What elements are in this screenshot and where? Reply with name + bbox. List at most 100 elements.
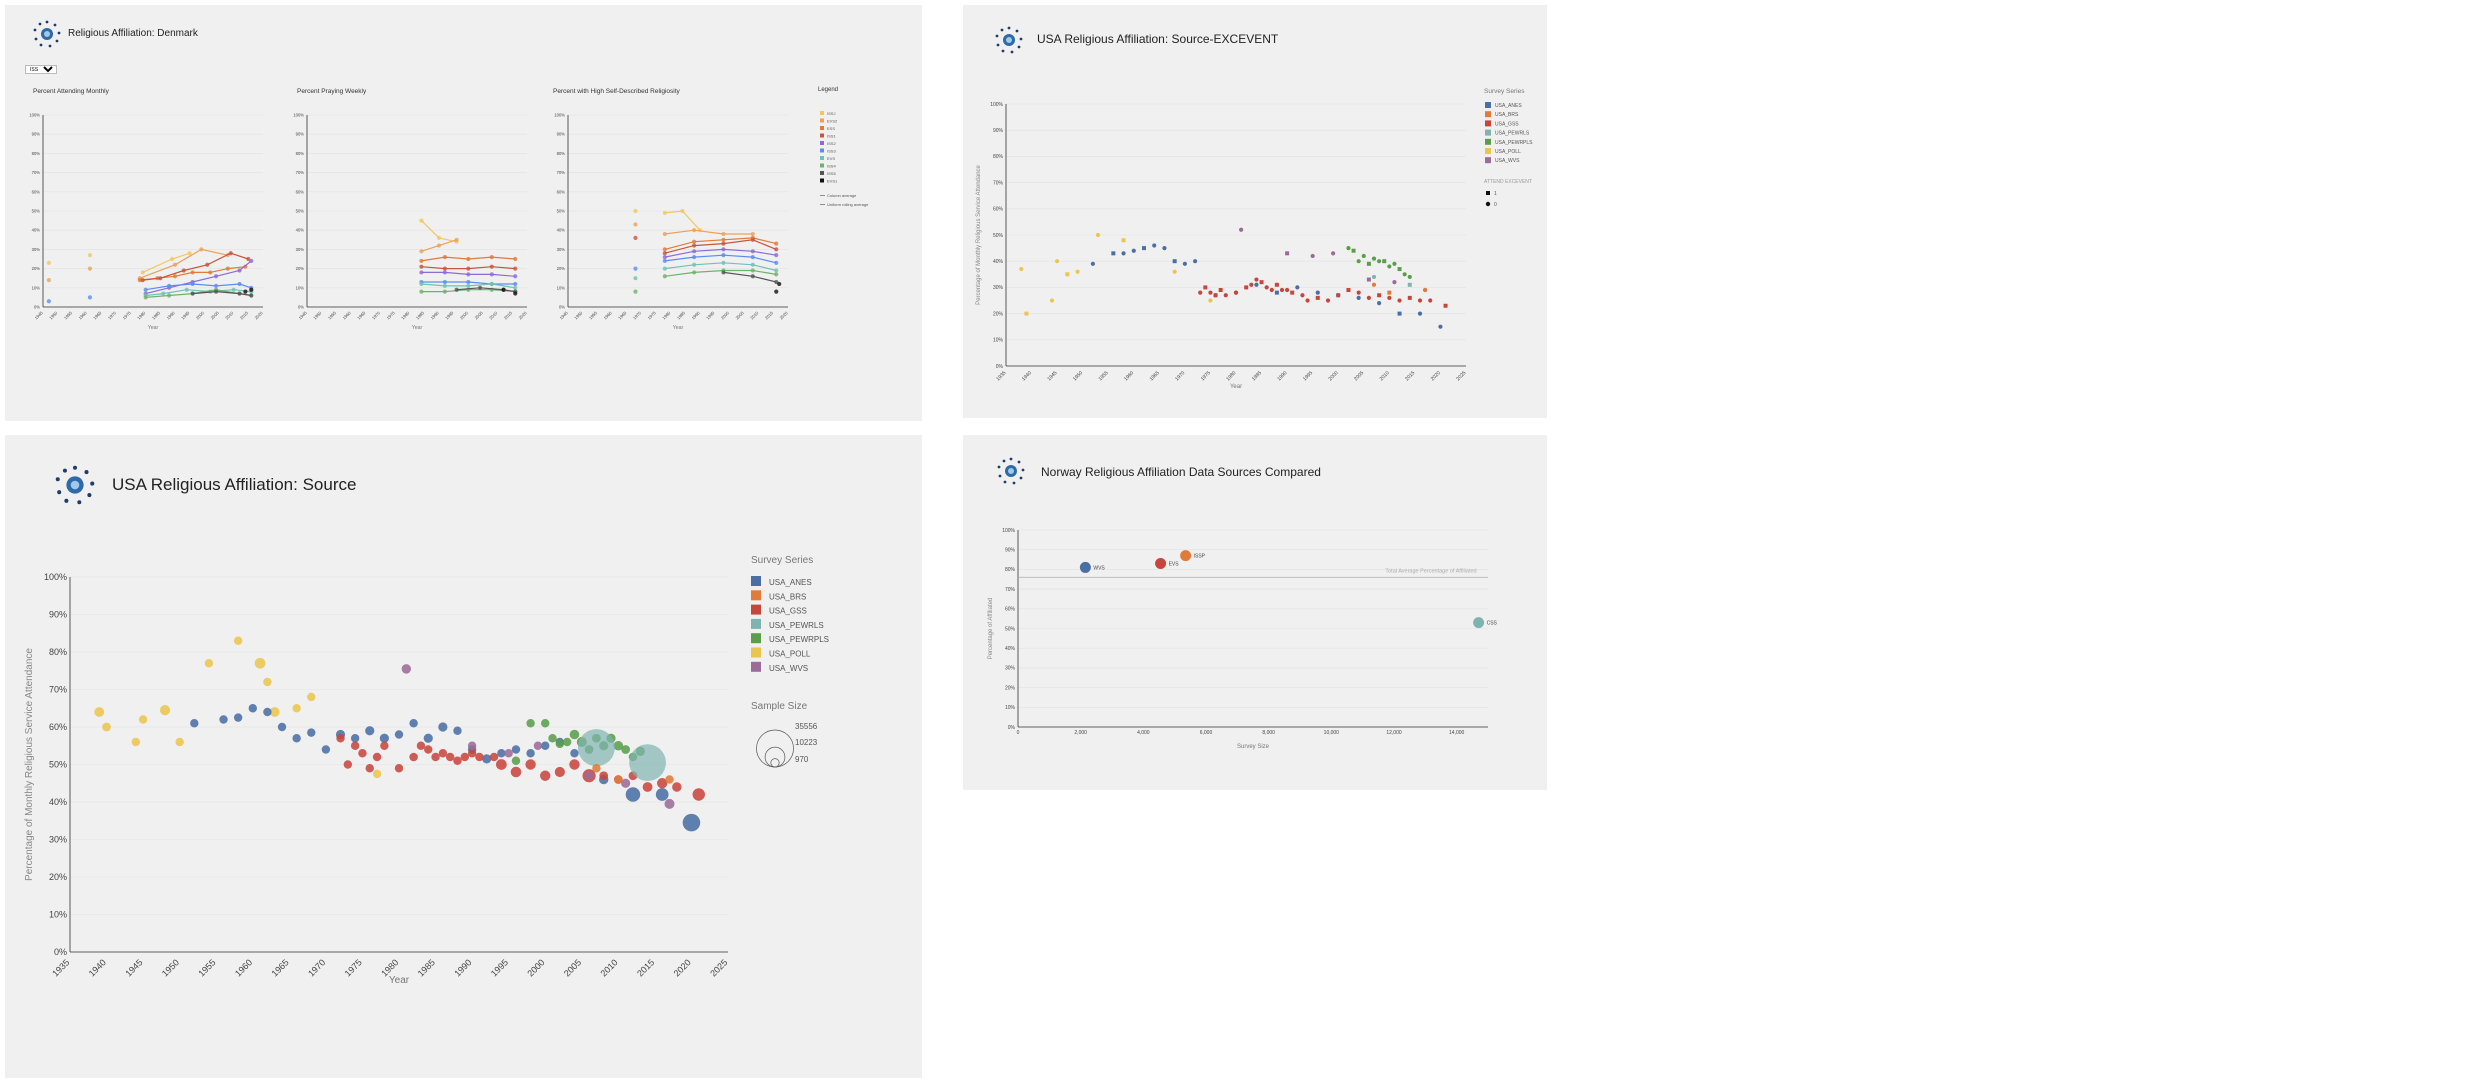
data-point	[1095, 232, 1101, 238]
x-axis-title: Year	[673, 325, 684, 331]
data-point	[614, 775, 623, 784]
y-tick-label: 60%	[49, 722, 67, 732]
trend-line	[145, 260, 252, 295]
data-point	[46, 260, 51, 265]
y-tick-label: 0%	[34, 304, 40, 309]
trend-line	[421, 289, 516, 293]
data-point	[1024, 311, 1029, 316]
trend-line	[420, 220, 457, 243]
y-tick-label: 20%	[993, 311, 1004, 317]
x-tick-label: 1985	[415, 310, 426, 321]
data-point	[662, 251, 667, 256]
x-tick-label: 1990	[691, 310, 702, 321]
y-tick-label: 80%	[1005, 567, 1016, 573]
data-point	[629, 744, 666, 781]
data-point	[431, 752, 440, 762]
legend-swatch	[820, 118, 824, 123]
legend-title: Survey Series	[751, 555, 813, 566]
data-point	[482, 754, 492, 764]
data-point	[254, 657, 266, 669]
legend-circle-icon	[1485, 201, 1491, 207]
x-tick-label: 1990	[166, 310, 177, 321]
legend-swatch	[1485, 148, 1491, 154]
data-point	[621, 778, 631, 788]
data-point	[721, 270, 726, 275]
legend-label: USA_BRS	[1495, 112, 1519, 118]
data-point	[1300, 293, 1305, 298]
y-tick-label: 10%	[993, 338, 1004, 344]
data-point	[1264, 285, 1269, 290]
average-label: Total Average Percentage of Affiliated	[1385, 568, 1476, 574]
x-tick-label: 2005	[562, 957, 583, 978]
data-point	[269, 707, 280, 717]
y-tick-label: 40%	[557, 228, 566, 233]
survey-selector[interactable]: ISS	[25, 65, 57, 74]
data-point	[562, 737, 572, 747]
legend-label: USA_PEWRPLS	[1495, 140, 1533, 146]
trend-line	[421, 271, 516, 277]
x-tick-label: 1960	[78, 310, 89, 321]
x-tick-label: 1960	[1123, 370, 1135, 382]
trend-line	[664, 239, 777, 254]
x-tick-label: 1965	[92, 310, 103, 321]
legend-swatch	[820, 133, 824, 138]
legend-label: USA_GSS	[769, 607, 807, 616]
x-tick-label: 2000	[459, 310, 470, 321]
data-point	[1055, 259, 1060, 264]
x-tick-label: 2015	[503, 310, 514, 321]
x-tick-label: 2015	[635, 957, 656, 978]
x-tick-label: 1970	[107, 310, 118, 321]
data-point	[541, 719, 550, 728]
data-point	[365, 726, 375, 736]
data-point	[1239, 227, 1244, 232]
x-tick-label: 1985	[416, 957, 437, 978]
data-point	[1331, 251, 1336, 256]
data-point	[175, 737, 184, 747]
data-point	[664, 798, 675, 809]
data-point	[372, 752, 382, 762]
y-tick-label: 50%	[49, 760, 67, 770]
legend-label: USA_ANES	[1495, 103, 1522, 109]
institute-logo-icon	[33, 20, 61, 48]
data-point	[625, 787, 641, 802]
norway-panel: Norway Religious Affiliation Data Source…	[963, 435, 1547, 790]
data-point	[1387, 290, 1392, 295]
x-tick-label: 2020	[518, 310, 529, 321]
x-tick-label: 2020	[672, 957, 693, 978]
x-tick-label: 12,000	[1386, 730, 1402, 736]
data-point	[87, 266, 93, 271]
data-point	[1254, 277, 1259, 282]
x-tick-label: 2010	[599, 957, 620, 978]
data-point	[1438, 324, 1443, 329]
y-tick-label: 40%	[49, 797, 67, 807]
x-tick-label: 1970	[371, 310, 382, 321]
y-axis-title: Percentage of Affiliated	[988, 598, 994, 660]
data-point	[633, 276, 638, 281]
data-point	[495, 759, 507, 770]
data-point	[548, 734, 557, 743]
data-point	[249, 287, 254, 292]
data-point	[1279, 287, 1285, 293]
data-point	[489, 752, 499, 762]
data-point	[424, 745, 433, 754]
legend-label: ISS2	[827, 141, 836, 146]
data-point	[633, 235, 638, 240]
data-point	[1152, 243, 1157, 248]
y-tick-label: 0%	[54, 947, 67, 957]
data-point	[1366, 277, 1371, 282]
data-point	[621, 745, 631, 754]
data-point	[1121, 238, 1126, 243]
x-tick-label: 4,000	[1137, 730, 1150, 736]
data-point	[1208, 290, 1213, 295]
x-tick-label: 1950	[312, 310, 323, 321]
y-tick-label: 50%	[993, 233, 1004, 239]
legend-label: USA_GSS	[1495, 121, 1519, 127]
data-point	[1397, 311, 1402, 316]
data-point	[419, 258, 424, 264]
x-axis-title: Year	[412, 325, 423, 331]
data-point	[1172, 259, 1177, 264]
data-point	[1049, 298, 1055, 303]
x-tick-label: 1935	[50, 957, 71, 978]
data-point	[1377, 301, 1382, 306]
data-point	[394, 764, 404, 773]
